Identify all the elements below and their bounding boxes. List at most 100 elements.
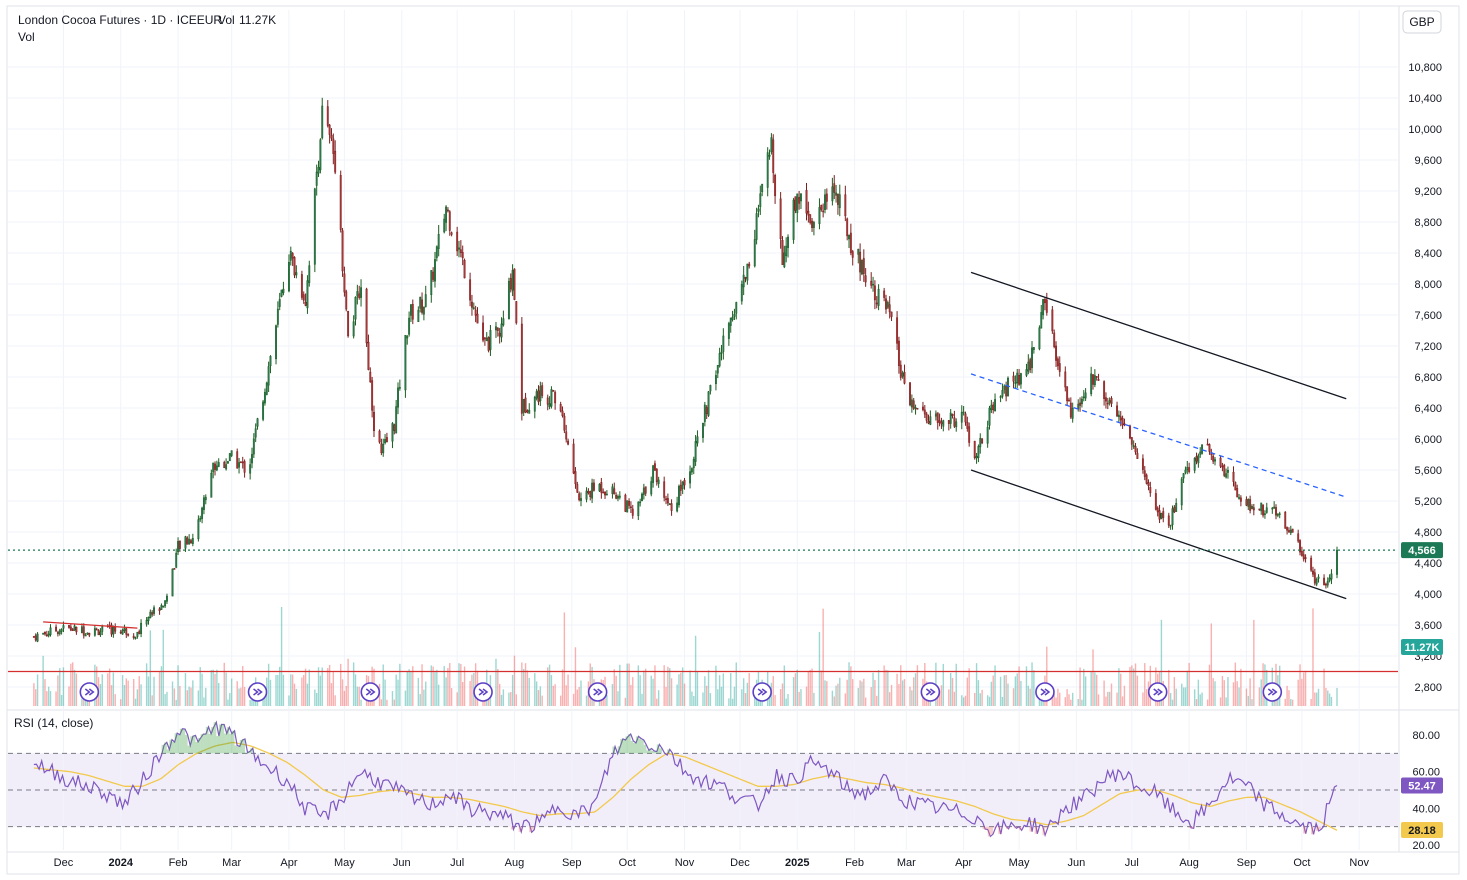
volume-bar bbox=[534, 673, 536, 706]
volume-bar bbox=[315, 692, 318, 706]
volume-bar bbox=[188, 686, 190, 706]
candle-body bbox=[1058, 363, 1061, 372]
candle-body bbox=[238, 462, 241, 468]
candle-body bbox=[380, 443, 383, 454]
event-marker-arrow-icon[interactable] bbox=[253, 688, 263, 696]
candle-body bbox=[870, 280, 873, 286]
candle-body bbox=[927, 421, 930, 424]
price-tick-label: 8,000 bbox=[1414, 279, 1442, 291]
rsi-oversold-fill bbox=[518, 826, 522, 832]
currency-button-box[interactable] bbox=[1402, 10, 1442, 34]
candle-body bbox=[1315, 579, 1318, 585]
currency-button[interactable]: GBP bbox=[1402, 10, 1442, 34]
candle-body bbox=[770, 137, 773, 153]
volume-bar bbox=[1120, 673, 1122, 706]
price-tick-label: 3,600 bbox=[1414, 620, 1442, 632]
candle-body bbox=[223, 462, 226, 469]
volume-bar bbox=[748, 672, 750, 706]
rsi-overbought-fill bbox=[630, 740, 634, 754]
volume-bar bbox=[108, 668, 111, 706]
candle-body bbox=[703, 404, 706, 422]
candle-body bbox=[80, 626, 83, 633]
candle-body bbox=[160, 605, 163, 610]
volume-bar bbox=[380, 699, 383, 706]
volume-bar bbox=[613, 669, 615, 706]
volume-bar bbox=[1197, 679, 1200, 706]
candle-body bbox=[249, 464, 252, 474]
candle-body bbox=[60, 628, 63, 632]
candle-body bbox=[1171, 508, 1174, 526]
event-marker-arrow-icon[interactable] bbox=[925, 688, 936, 696]
drawings[interactable] bbox=[8, 271, 1398, 673]
price-badge-box bbox=[1401, 542, 1443, 559]
candle-body bbox=[86, 632, 89, 635]
candle-body bbox=[888, 304, 891, 313]
time-tick-label: May bbox=[1009, 857, 1030, 869]
volume-bar bbox=[145, 663, 148, 706]
volume-bar bbox=[999, 676, 1002, 706]
candle-body bbox=[589, 491, 592, 498]
candle-body bbox=[642, 487, 645, 495]
volume-bar bbox=[358, 686, 360, 706]
volume-bar bbox=[140, 684, 142, 706]
candle-body bbox=[1132, 445, 1135, 447]
event-marker-arrow-icon[interactable] bbox=[1267, 688, 1278, 696]
trend-line[interactable] bbox=[970, 271, 1347, 400]
trend-line[interactable] bbox=[970, 469, 1347, 600]
candle-body bbox=[598, 483, 601, 492]
candle-body bbox=[112, 627, 115, 635]
event-marker-arrow-icon[interactable] bbox=[478, 688, 489, 696]
volume-bar bbox=[1012, 688, 1015, 706]
event-marker-arrow-icon[interactable] bbox=[84, 688, 95, 696]
rsi-tick-label: 80.00 bbox=[1412, 730, 1440, 742]
event-marker-arrow-icon[interactable] bbox=[757, 688, 768, 696]
event-marker-arrow-icon[interactable] bbox=[593, 688, 603, 696]
candle-body bbox=[110, 624, 113, 635]
rsi-ma-badge-box bbox=[1401, 822, 1443, 839]
volume-bar bbox=[1238, 687, 1240, 706]
channel-midline[interactable] bbox=[970, 373, 1347, 498]
volume-bar bbox=[994, 665, 996, 706]
event-marker-arrow-icon[interactable] bbox=[1153, 688, 1163, 696]
candle-body bbox=[1299, 540, 1301, 553]
candle-body bbox=[864, 275, 867, 283]
volume-bar bbox=[986, 695, 989, 706]
volume-bar bbox=[578, 686, 580, 706]
candle-body bbox=[783, 252, 786, 268]
rsi-tick-label: 20.00 bbox=[1412, 840, 1440, 852]
volume-bar bbox=[654, 665, 656, 706]
currency-button-label[interactable]: GBP bbox=[1409, 15, 1434, 29]
candle-body bbox=[225, 464, 228, 470]
volume-bar bbox=[949, 672, 952, 706]
chart-frame bbox=[6, 5, 1460, 875]
volume-bar bbox=[1286, 685, 1288, 706]
rsi-overbought-fill bbox=[648, 748, 652, 754]
volume-bar bbox=[410, 671, 412, 706]
candle-body bbox=[986, 426, 989, 444]
candle-body bbox=[1056, 358, 1059, 367]
volume-bar bbox=[874, 679, 876, 706]
event-markers[interactable] bbox=[79, 682, 1283, 702]
volume-bar bbox=[352, 662, 355, 706]
candle-body bbox=[1145, 474, 1148, 484]
price-tick-label: 4,400 bbox=[1414, 558, 1442, 570]
candle-body bbox=[188, 539, 191, 545]
candle-body bbox=[641, 493, 643, 502]
volume-bar bbox=[1016, 673, 1018, 706]
event-marker-arrow-icon[interactable] bbox=[365, 688, 376, 696]
volume-bar bbox=[321, 667, 323, 706]
candle-body bbox=[474, 309, 477, 316]
candle-body bbox=[561, 410, 564, 417]
candle-body bbox=[58, 630, 61, 635]
candle-body bbox=[626, 500, 629, 513]
volume-bar bbox=[47, 686, 50, 706]
candle-body bbox=[617, 496, 619, 499]
event-marker-arrow-icon[interactable] bbox=[1040, 688, 1051, 696]
candle-body bbox=[1245, 499, 1248, 506]
rsi-overbought-fill bbox=[622, 739, 626, 754]
trend-line[interactable] bbox=[43, 621, 138, 629]
volume-bar bbox=[86, 699, 89, 706]
volume-bar bbox=[223, 662, 225, 706]
rsi-overbought-fill bbox=[237, 746, 240, 754]
